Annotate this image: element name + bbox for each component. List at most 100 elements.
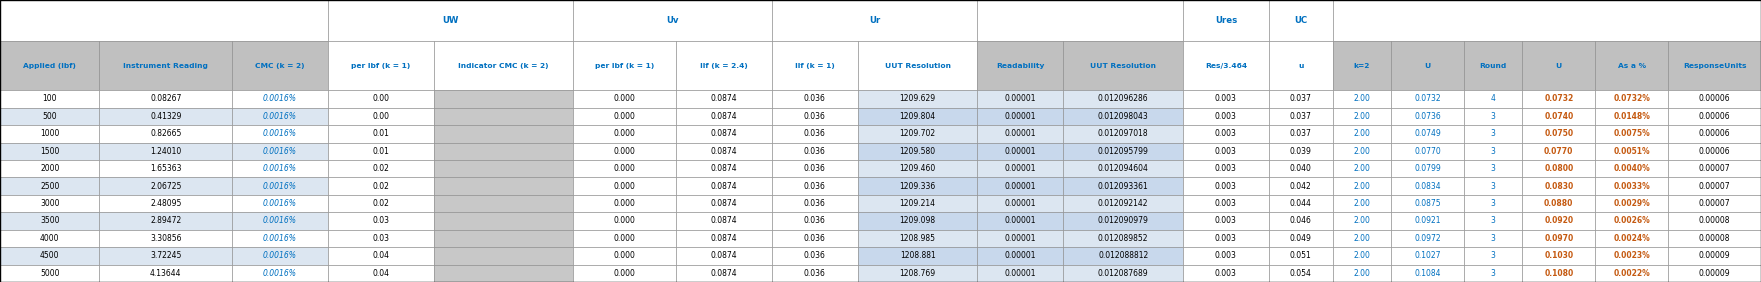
Bar bbox=[1595, 125, 1668, 142]
Bar bbox=[1463, 41, 1522, 90]
Bar bbox=[0, 212, 99, 230]
Bar bbox=[1463, 247, 1522, 265]
Text: per lbf (k = 1): per lbf (k = 1) bbox=[595, 63, 653, 69]
Text: 0.012089852: 0.012089852 bbox=[1097, 234, 1148, 243]
Bar bbox=[232, 265, 328, 282]
Text: 2.00: 2.00 bbox=[1354, 147, 1370, 156]
Bar bbox=[1668, 125, 1761, 142]
Text: 0.0740: 0.0740 bbox=[1544, 112, 1573, 121]
Text: 0.003: 0.003 bbox=[1215, 129, 1236, 138]
Text: 1209.629: 1209.629 bbox=[900, 94, 935, 103]
Bar bbox=[433, 90, 572, 108]
Text: Indicator CMC (k = 2): Indicator CMC (k = 2) bbox=[458, 63, 548, 69]
Text: 0.03: 0.03 bbox=[372, 217, 389, 226]
Text: 0.00006: 0.00006 bbox=[1699, 129, 1731, 138]
Text: 0.00009: 0.00009 bbox=[1699, 269, 1731, 278]
Text: Ilf (k = 2.4): Ilf (k = 2.4) bbox=[701, 63, 748, 69]
Text: 0.0770: 0.0770 bbox=[1544, 147, 1574, 156]
Bar bbox=[1595, 195, 1668, 212]
Text: 0.036: 0.036 bbox=[805, 182, 826, 191]
Bar bbox=[99, 230, 232, 247]
Bar bbox=[1522, 41, 1595, 90]
Text: 1209.460: 1209.460 bbox=[900, 164, 935, 173]
Bar bbox=[1595, 265, 1668, 282]
Bar bbox=[676, 265, 771, 282]
Text: 0.0051%: 0.0051% bbox=[1613, 147, 1650, 156]
Bar bbox=[1668, 90, 1761, 108]
Bar bbox=[1183, 212, 1270, 230]
Text: 0.03: 0.03 bbox=[372, 234, 389, 243]
Text: 0.0026%: 0.0026% bbox=[1613, 217, 1650, 226]
Bar bbox=[328, 142, 433, 160]
Bar bbox=[858, 247, 977, 265]
Text: 1209.336: 1209.336 bbox=[900, 182, 935, 191]
Text: 0.00: 0.00 bbox=[372, 94, 389, 103]
Text: UC: UC bbox=[1294, 16, 1307, 25]
Bar bbox=[1522, 247, 1595, 265]
Text: 0.41329: 0.41329 bbox=[150, 112, 181, 121]
Text: 0.00001: 0.00001 bbox=[1004, 164, 1035, 173]
Text: 0.0016%: 0.0016% bbox=[262, 147, 298, 156]
Text: 0.000: 0.000 bbox=[613, 182, 636, 191]
Bar bbox=[1463, 212, 1522, 230]
Bar bbox=[572, 125, 676, 142]
Bar bbox=[433, 212, 572, 230]
Bar bbox=[0, 247, 99, 265]
Bar bbox=[328, 160, 433, 177]
Text: 0.049: 0.049 bbox=[1289, 234, 1312, 243]
Bar bbox=[232, 212, 328, 230]
Bar bbox=[433, 142, 572, 160]
Bar bbox=[858, 90, 977, 108]
Text: 0.000: 0.000 bbox=[613, 269, 636, 278]
Text: 0.0736: 0.0736 bbox=[1414, 112, 1440, 121]
Bar bbox=[1064, 41, 1183, 90]
Text: 0.0016%: 0.0016% bbox=[262, 94, 298, 103]
Bar bbox=[1522, 230, 1595, 247]
Text: 0.000: 0.000 bbox=[613, 112, 636, 121]
Bar bbox=[328, 90, 433, 108]
Text: 0.036: 0.036 bbox=[805, 234, 826, 243]
Bar bbox=[1522, 177, 1595, 195]
Bar bbox=[1064, 177, 1183, 195]
Bar bbox=[676, 230, 771, 247]
Text: 0.000: 0.000 bbox=[613, 199, 636, 208]
Text: 0.00001: 0.00001 bbox=[1004, 147, 1035, 156]
Bar bbox=[1668, 108, 1761, 125]
Bar bbox=[1668, 265, 1761, 282]
Bar bbox=[1463, 90, 1522, 108]
Bar bbox=[771, 0, 977, 41]
Text: 0.036: 0.036 bbox=[805, 112, 826, 121]
Text: 0.000: 0.000 bbox=[613, 147, 636, 156]
Bar bbox=[676, 177, 771, 195]
Text: 4000: 4000 bbox=[41, 234, 60, 243]
Bar bbox=[1391, 41, 1463, 90]
Text: Applied (lbf): Applied (lbf) bbox=[23, 63, 76, 69]
Text: 3: 3 bbox=[1492, 164, 1495, 173]
Text: Ures: Ures bbox=[1215, 16, 1236, 25]
Text: 1209.702: 1209.702 bbox=[900, 129, 935, 138]
Text: 0.037: 0.037 bbox=[1289, 94, 1312, 103]
Bar bbox=[99, 265, 232, 282]
Text: 0.036: 0.036 bbox=[805, 94, 826, 103]
Text: 0.0016%: 0.0016% bbox=[262, 234, 298, 243]
Bar bbox=[1064, 160, 1183, 177]
Text: 0.0023%: 0.0023% bbox=[1613, 251, 1650, 260]
Bar bbox=[1270, 230, 1333, 247]
Text: 0.042: 0.042 bbox=[1291, 182, 1312, 191]
Text: 0.037: 0.037 bbox=[1289, 112, 1312, 121]
Bar bbox=[1463, 160, 1522, 177]
Text: 0.003: 0.003 bbox=[1215, 251, 1236, 260]
Text: 0.051: 0.051 bbox=[1291, 251, 1312, 260]
Text: 0.012092142: 0.012092142 bbox=[1097, 199, 1148, 208]
Text: UUT Resolution: UUT Resolution bbox=[1090, 63, 1157, 69]
Text: As a %: As a % bbox=[1618, 63, 1647, 69]
Text: 1209.580: 1209.580 bbox=[900, 147, 935, 156]
Text: 0.00006: 0.00006 bbox=[1699, 147, 1731, 156]
Bar bbox=[433, 108, 572, 125]
Text: 0.00007: 0.00007 bbox=[1699, 199, 1731, 208]
Text: 0.003: 0.003 bbox=[1215, 164, 1236, 173]
Bar bbox=[0, 90, 99, 108]
Bar bbox=[572, 160, 676, 177]
Bar bbox=[99, 125, 232, 142]
Bar bbox=[1333, 230, 1391, 247]
